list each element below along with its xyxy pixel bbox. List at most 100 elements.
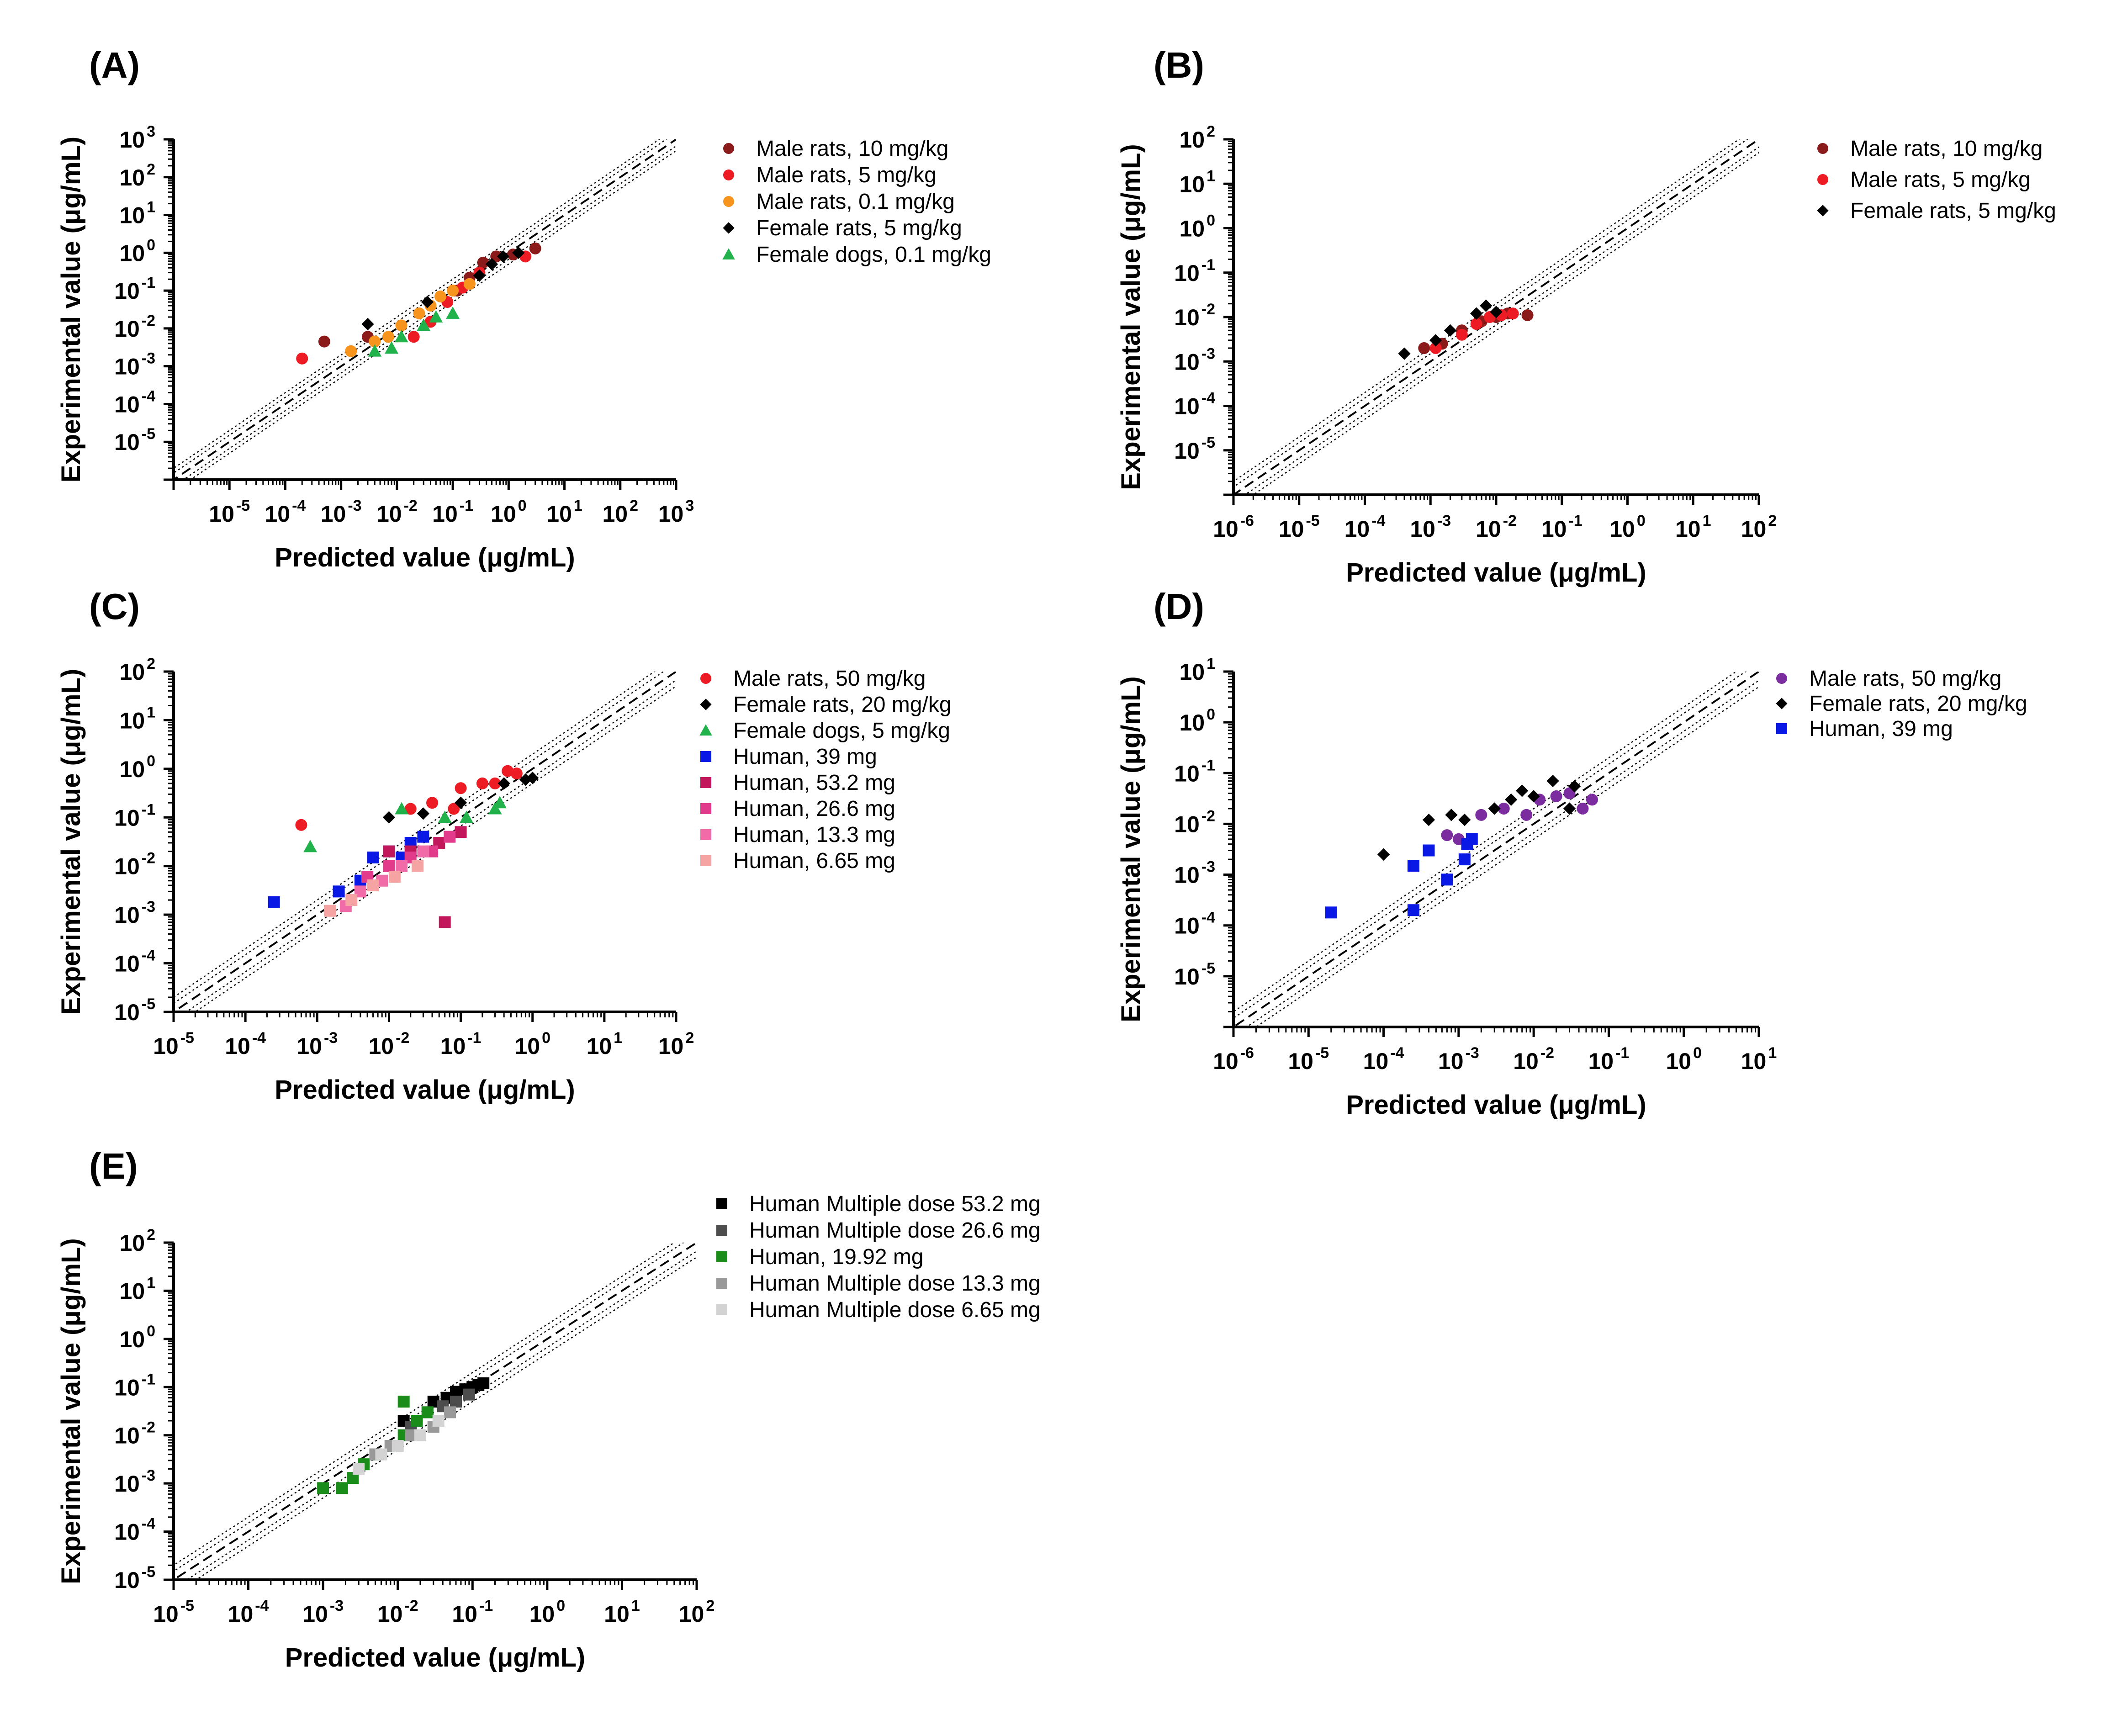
data-point <box>333 885 345 898</box>
x-tick-label: 10 -1 <box>452 1597 493 1627</box>
y-tick-label: 10 -4 <box>114 1515 155 1545</box>
data-point <box>1422 813 1435 826</box>
panel-label-b: (B) <box>1154 45 1204 85</box>
data-point <box>421 296 434 308</box>
data-point <box>489 777 501 789</box>
y-tick-label: 10 1 <box>1179 655 1215 685</box>
legend-label: Human, 19.92 mg <box>749 1245 924 1269</box>
identity-line <box>174 1243 697 1580</box>
y-axis-title: Experimental value (μg/mL) <box>56 1238 86 1584</box>
reference-lines <box>174 1243 697 1580</box>
data-point <box>385 341 398 354</box>
data-point <box>1441 873 1453 886</box>
y-tick-label: 10 -5 <box>1174 960 1215 990</box>
legend-item: Human, 26.6 mg <box>700 797 895 821</box>
legend-marker <box>699 724 712 736</box>
data-point <box>296 352 308 365</box>
data-point <box>476 777 488 789</box>
data-point <box>396 860 408 872</box>
legend-marker <box>700 803 711 814</box>
legend-marker <box>700 699 712 710</box>
data-point <box>1445 809 1458 821</box>
y-tick-label: 10 -1 <box>114 1371 155 1400</box>
data-point <box>1407 860 1419 872</box>
data-point <box>268 896 280 908</box>
x-tick-label: 10 0 <box>529 1597 566 1627</box>
legend-label: Female rats, 20 mg/kg <box>733 693 952 717</box>
legend-item: Female rats, 20 mg/kg <box>700 693 952 717</box>
data-point <box>383 860 395 872</box>
legend-item: Human, 39 mg <box>700 745 877 769</box>
y-tick-label: 10 -1 <box>1174 256 1215 286</box>
y-tick-label: 10 -4 <box>1174 909 1215 939</box>
data-point <box>1546 774 1559 788</box>
data-point <box>392 1440 404 1452</box>
legend-marker <box>723 196 734 207</box>
y-tick-label: 10 0 <box>119 1323 155 1352</box>
data-point <box>444 1406 456 1418</box>
x-tick-label: 10 -4 <box>1344 512 1386 542</box>
y-tick-label: 10 -3 <box>1174 345 1215 375</box>
data-point <box>1488 802 1501 815</box>
data-point <box>1577 802 1589 815</box>
y-tick-label: 10 -2 <box>114 1419 155 1449</box>
x-tick-label: 10 2 <box>658 1029 694 1059</box>
identity-line <box>1233 672 1759 1027</box>
x-tick-label: 10 -5 <box>1288 1044 1329 1074</box>
reference-lines <box>1233 672 1759 1027</box>
legend-marker <box>1817 205 1829 217</box>
x-tick-label: 10 0 <box>1609 512 1646 542</box>
legend-label: Male rats, 10 mg/kg <box>1850 137 2043 161</box>
legend-item: Female dogs, 5 mg/kg <box>699 719 950 743</box>
panel-b: (B) 10 -6 10 -5 10 -4 10 -3 10 -2 10 -1 10 0 10 1 10 2 10 -5… <box>1116 45 2056 587</box>
y-tick-label: 10 2 <box>1179 123 1215 153</box>
data-point <box>1458 853 1471 866</box>
y-tick-label: 10 -2 <box>114 850 155 879</box>
data-point <box>323 905 336 917</box>
legend-label: Male rats, 5 mg/kg <box>756 163 937 187</box>
legend-marker <box>722 248 735 260</box>
data-point <box>1490 306 1503 318</box>
data-point <box>455 782 467 794</box>
y-tick-label: 10 2 <box>119 161 155 191</box>
y-tick-label: 10 -2 <box>1174 807 1215 837</box>
fold-line-lower-1-5 <box>185 679 676 1012</box>
legend-item: Female rats, 5 mg/kg <box>723 216 962 240</box>
legend-label: Female dogs, 5 mg/kg <box>733 719 950 743</box>
y-tick-label: 10 2 <box>119 1226 155 1256</box>
data-point <box>397 1396 410 1408</box>
data-point <box>1527 790 1540 803</box>
x-tick-label: 10 0 <box>1666 1044 1702 1074</box>
x-tick-label: 10 -2 <box>1513 1044 1554 1074</box>
data-point <box>368 344 382 357</box>
x-tick-label: 10 1 <box>1675 512 1711 542</box>
legend-item: Male rats, 50 mg/kg <box>1776 667 2002 691</box>
legend-marker <box>1776 723 1787 734</box>
data-point <box>529 242 541 254</box>
y-tick-label: 10 0 <box>1179 212 1215 242</box>
data-point <box>414 1429 426 1441</box>
y-tick-label: 10 0 <box>119 236 155 266</box>
legend-label: Female rats, 5 mg/kg <box>1850 199 2056 223</box>
x-tick-label: 10 -1 <box>1541 512 1582 542</box>
legend-marker <box>716 1225 727 1236</box>
data-point <box>421 1406 434 1418</box>
data-point <box>455 826 467 838</box>
data-point <box>1325 906 1337 919</box>
data-point <box>361 318 374 331</box>
x-axis-title: Predicted value (μg/mL) <box>275 1075 575 1105</box>
legend-marker <box>716 1198 727 1209</box>
data-point <box>434 290 446 302</box>
fold-line-lower-1-5 <box>1245 680 1759 1027</box>
fold-line-upper-2 <box>1233 139 1740 482</box>
legend-marker <box>700 751 711 762</box>
x-tick-label: 10 -1 <box>1588 1044 1629 1074</box>
legend-label: Female rats, 5 mg/kg <box>756 216 962 240</box>
y-tick-label: 10 1 <box>1179 167 1215 197</box>
data-point <box>417 807 430 820</box>
data-point <box>317 1482 329 1494</box>
fold-line-upper-2 <box>174 139 661 469</box>
y-tick-label: 10 -4 <box>114 387 155 417</box>
series-3 <box>303 796 507 852</box>
legend-label: Male rats, 50 mg/kg <box>733 667 926 691</box>
